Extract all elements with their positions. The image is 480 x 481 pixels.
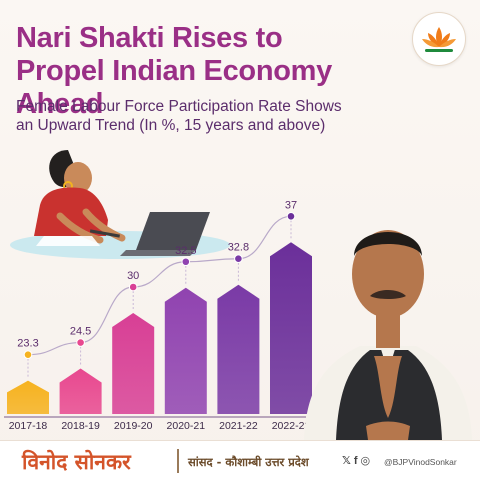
bar-2017-18 — [7, 380, 49, 414]
headline-line-2: Propel Indian Economy Ahead — [16, 55, 332, 120]
category-label-2020-21: 2020-21 — [167, 420, 206, 432]
value-label-2017-18: 23.3 — [17, 338, 38, 350]
footer-bar — [0, 440, 480, 481]
social-icons: 𝕏 f ◎ — [342, 455, 370, 467]
bar-2018-19 — [59, 368, 102, 414]
subheadline-line-2: an Upward Trend (In %, 15 years and abov… — [16, 117, 326, 134]
category-label-2018-19: 2018-19 — [61, 420, 100, 432]
lfpr-bar-chart: 23.3 2017-18 24.5 2018-19 30 2019-20 32.5 2020-… — [4, 199, 312, 432]
bar-2020-21 — [164, 287, 207, 414]
subheadline-line-1: Female Labour Force Participation Rate S… — [16, 98, 342, 115]
x-icon[interactable]: 𝕏 — [342, 455, 351, 467]
value-label-2019-20: 30 — [127, 270, 139, 282]
category-label-2019-20: 2019-20 — [114, 420, 153, 432]
bar-2022-23 — [270, 242, 312, 414]
bar-2021-22 — [217, 284, 260, 414]
value-label-2021-22: 32.8 — [228, 242, 249, 254]
illustration-woman-laptop — [10, 150, 230, 259]
subheadline: Female Labour Force Participation Rate S… — [16, 97, 376, 135]
instagram-icon[interactable]: ◎ — [360, 455, 371, 467]
trend-point-2019-20 — [128, 282, 138, 292]
trend-point-2021-22 — [234, 254, 243, 264]
category-label-2022-23: 2022-23 — [272, 420, 311, 432]
headline-line-1: Nari Shakti Rises to — [16, 22, 283, 54]
value-label-2022-23: 37 — [285, 199, 297, 211]
category-label-2021-22: 2021-22 — [219, 420, 258, 432]
politician-photo — [304, 230, 472, 440]
value-label-2020-21: 32.5 — [175, 245, 196, 257]
value-label-2018-19: 24.5 — [70, 326, 91, 338]
social-handle[interactable]: @BJPVinodSonkar — [384, 457, 457, 467]
footer-role: सांसद - कौशाम्बी उत्तर प्रदेश — [188, 455, 309, 469]
trend-point-2020-21 — [181, 257, 191, 267]
bar-2019-20 — [112, 313, 155, 414]
lotus-icon — [422, 27, 456, 52]
headline: Nari Shakti Rises to Propel Indian Econo… — [16, 22, 406, 121]
footer-divider — [177, 449, 179, 473]
trend-point-2017-18 — [23, 350, 33, 359]
trend-point-2018-19 — [76, 338, 85, 347]
trend-point-2022-23 — [286, 212, 296, 221]
footer-name: विनोद सोनकर — [22, 450, 131, 474]
party-lotus-logo — [412, 12, 466, 66]
facebook-icon[interactable]: f — [353, 455, 358, 467]
category-label-2017-18: 2017-18 — [9, 420, 48, 432]
